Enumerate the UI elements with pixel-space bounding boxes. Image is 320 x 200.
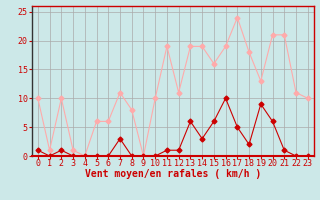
X-axis label: Vent moyen/en rafales ( km/h ): Vent moyen/en rafales ( km/h )	[85, 169, 261, 179]
